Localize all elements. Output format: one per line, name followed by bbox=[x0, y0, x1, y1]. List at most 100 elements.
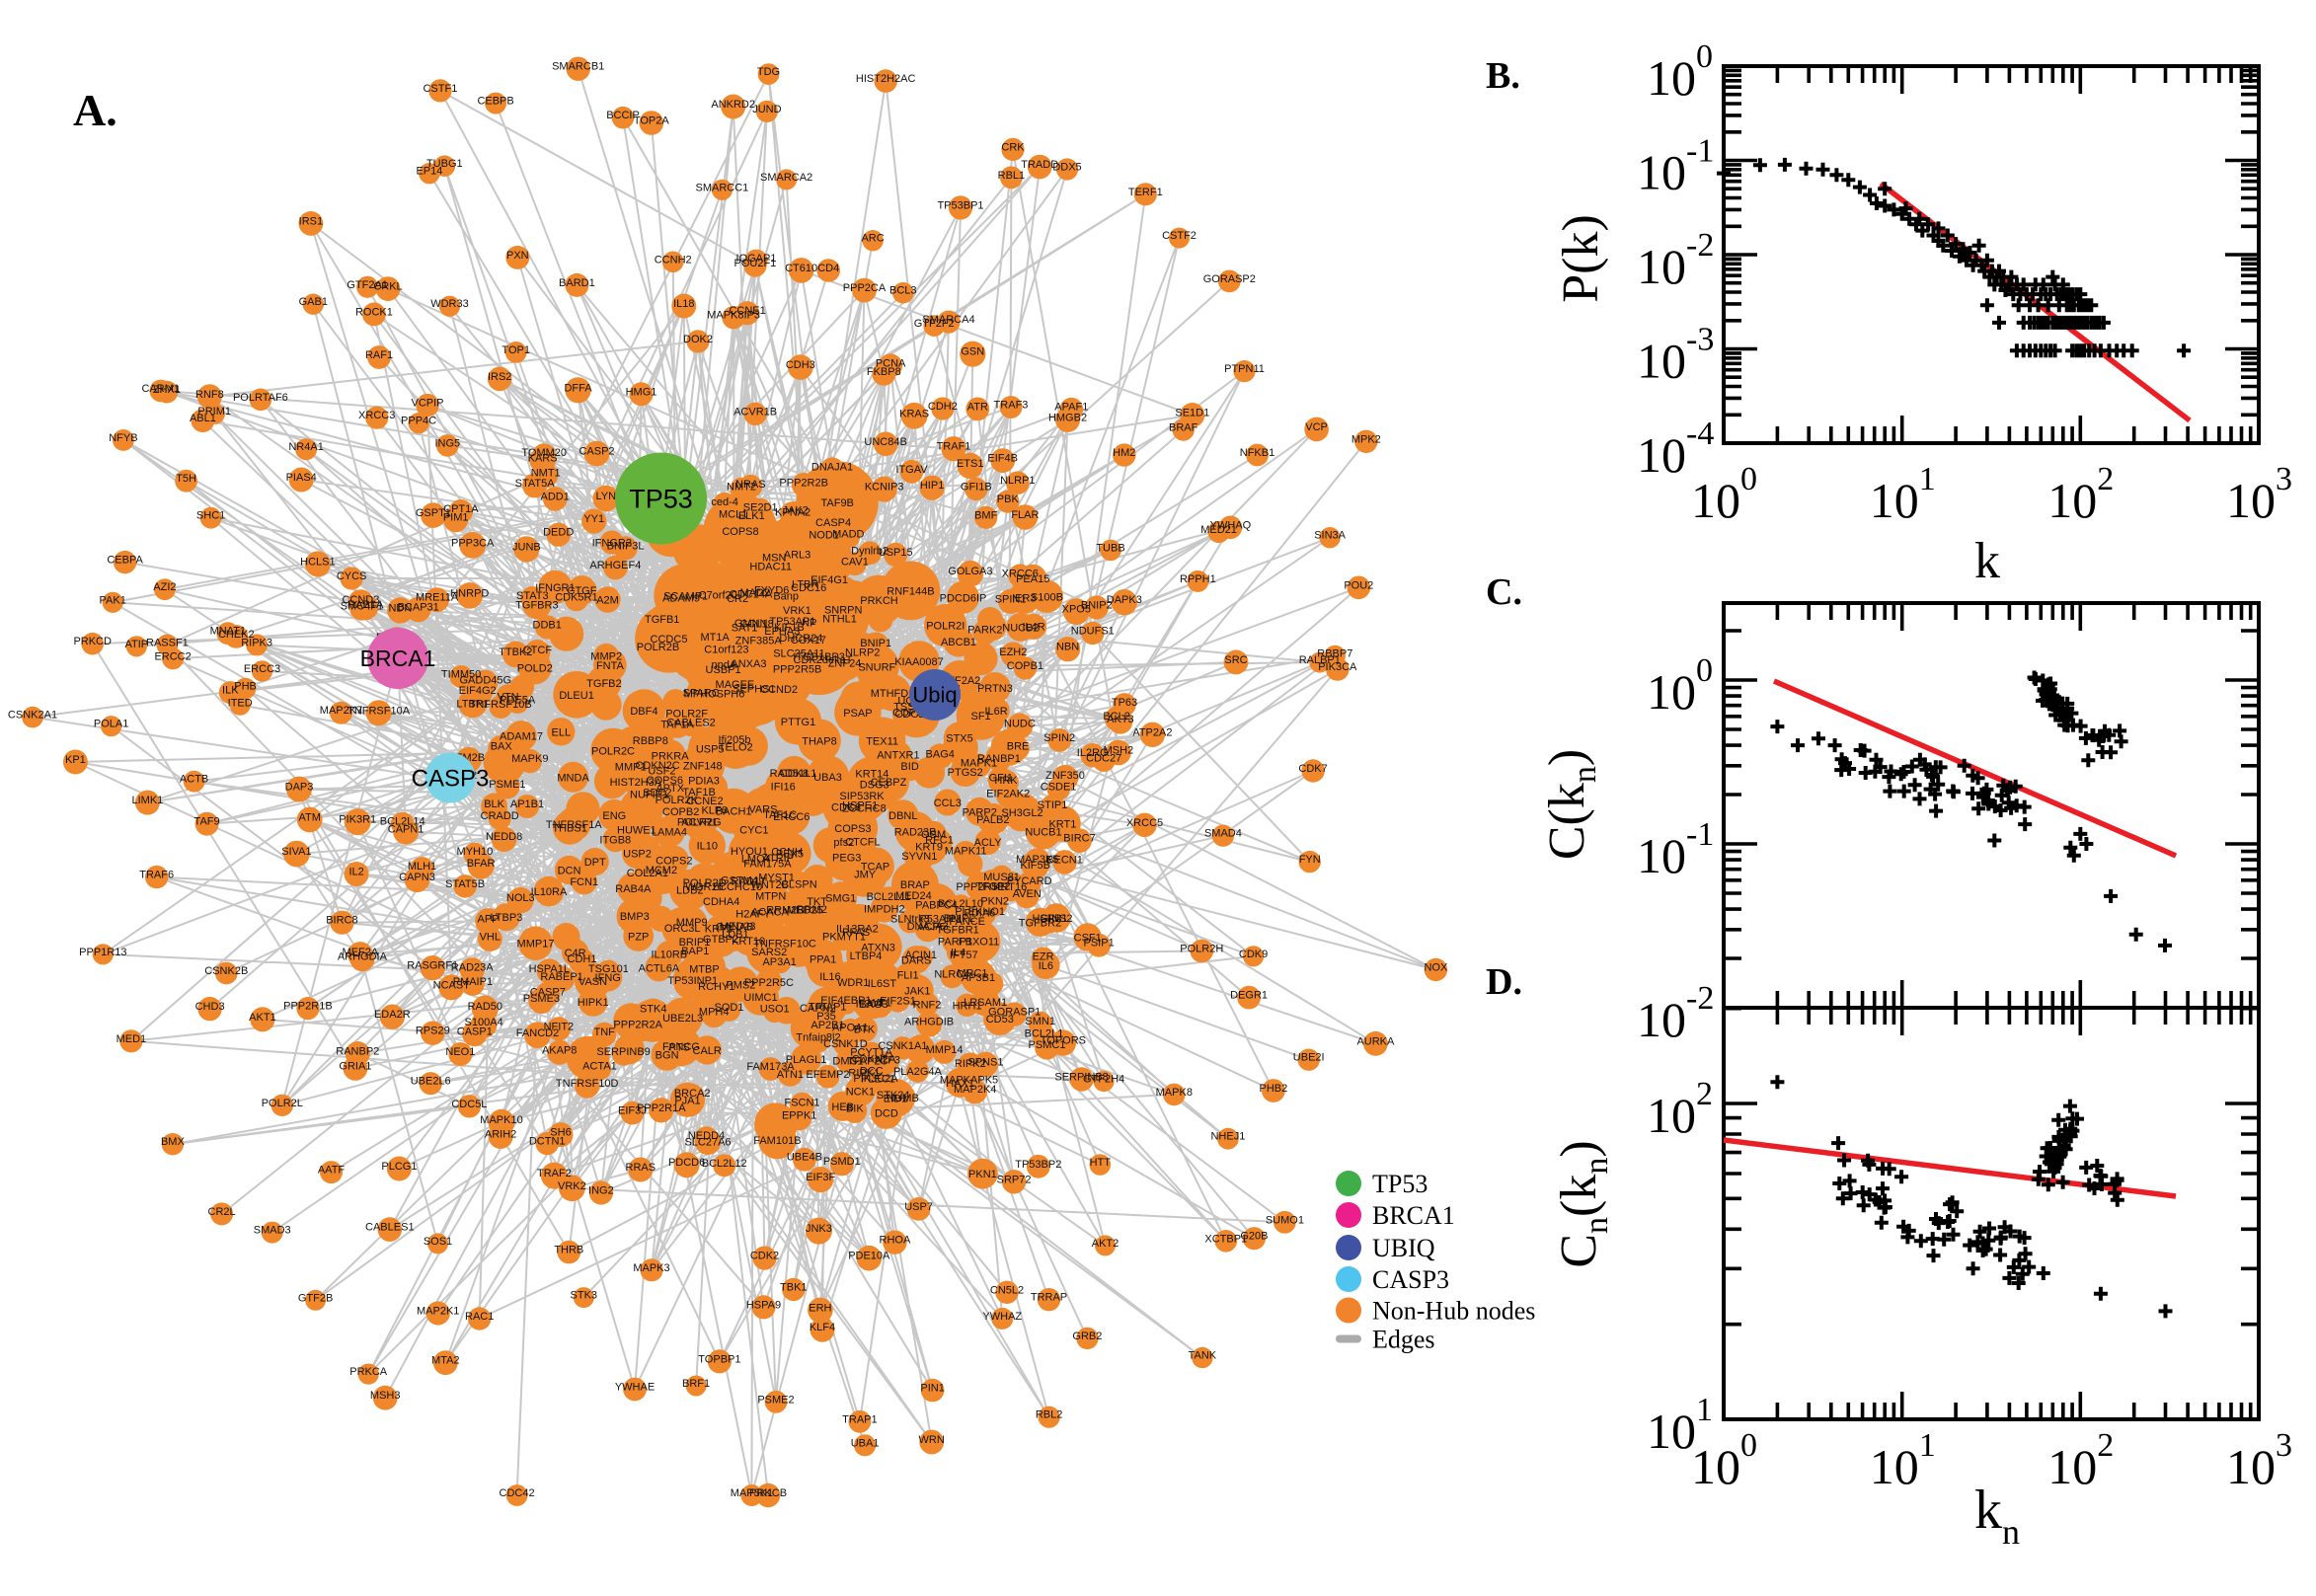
svg-text:MSH3: MSH3 bbox=[370, 1390, 401, 1402]
svg-text:PRKCB: PRKCB bbox=[749, 1487, 787, 1499]
svg-text:PPP2R5B: PPP2R5B bbox=[773, 663, 822, 675]
svg-text:TGFB1: TGFB1 bbox=[645, 614, 679, 626]
svg-text:CCL3: CCL3 bbox=[934, 798, 962, 809]
svg-text:TGFBR3: TGFBR3 bbox=[515, 600, 558, 612]
svg-text:PLAGL1: PLAGL1 bbox=[786, 1054, 827, 1066]
svg-text:Ubiq: Ubiq bbox=[912, 683, 957, 708]
svg-text:PDE10A: PDE10A bbox=[848, 1251, 890, 1262]
svg-text:PKN2: PKN2 bbox=[980, 896, 1009, 908]
svg-text:AKAP8: AKAP8 bbox=[542, 1044, 577, 1056]
svg-text:MMP9: MMP9 bbox=[676, 917, 708, 929]
svg-text:BID: BID bbox=[900, 761, 918, 773]
svg-text:TOP1: TOP1 bbox=[502, 344, 530, 356]
svg-text:MED1: MED1 bbox=[116, 1033, 147, 1045]
svg-text:TFCP2: TFCP2 bbox=[976, 880, 1011, 892]
svg-text:CSNK1A1: CSNK1A1 bbox=[878, 1040, 927, 1052]
svg-text:POLR2K: POLR2K bbox=[656, 795, 699, 806]
svg-text:IFNGR2: IFNGR2 bbox=[592, 538, 632, 550]
svg-text:FLI1: FLI1 bbox=[897, 969, 919, 981]
svg-text:HSPE1: HSPE1 bbox=[842, 800, 878, 812]
svg-text:BIK: BIK bbox=[846, 1102, 864, 1114]
svg-text:IL6ST: IL6ST bbox=[868, 978, 897, 990]
svg-text:AP2B1: AP2B1 bbox=[811, 1020, 844, 1031]
svg-text:ATF3: ATF3 bbox=[875, 1055, 900, 1067]
svg-text:KRT10: KRT10 bbox=[732, 936, 765, 948]
svg-text:USP7: USP7 bbox=[904, 1201, 933, 1213]
svg-text:RANBP1: RANBP1 bbox=[977, 753, 1021, 765]
svg-text:PCYT1A: PCYT1A bbox=[850, 1047, 892, 1059]
svg-text:ZCCHC8: ZCCHC8 bbox=[842, 802, 887, 814]
svg-text:COPS2: COPS2 bbox=[656, 856, 692, 868]
svg-text:G20B: G20B bbox=[1240, 1231, 1268, 1243]
svg-text:SDC2: SDC2 bbox=[643, 787, 671, 798]
svg-text:EDA2R: EDA2R bbox=[374, 1009, 411, 1021]
svg-text:BMF: BMF bbox=[974, 509, 998, 521]
svg-text:TNFRSF10B: TNFRSF10B bbox=[470, 699, 532, 711]
svg-text:SAT1: SAT1 bbox=[732, 623, 758, 635]
svg-text:TOP2A: TOP2A bbox=[634, 115, 670, 127]
svg-text:TAF1A: TAF1A bbox=[660, 720, 694, 731]
svg-text:Edges: Edges bbox=[1372, 1326, 1435, 1354]
svg-text:CT610: CT610 bbox=[785, 263, 817, 274]
svg-text:pfs2: pfs2 bbox=[833, 837, 854, 849]
svg-text:SLC27A6: SLC27A6 bbox=[684, 1137, 731, 1149]
svg-text:MNDA: MNDA bbox=[557, 772, 589, 784]
svg-text:FANCE: FANCE bbox=[949, 916, 985, 928]
svg-text:STK4: STK4 bbox=[640, 1004, 667, 1016]
svg-text:Tnfaip8l2: Tnfaip8l2 bbox=[796, 1032, 840, 1044]
svg-text:ZNF148: ZNF148 bbox=[683, 760, 723, 772]
svg-text:PXN: PXN bbox=[506, 250, 529, 262]
svg-text:UBE2L6: UBE2L6 bbox=[411, 1076, 451, 1088]
svg-text:WDR16: WDR16 bbox=[685, 881, 724, 893]
svg-text:PABPC4: PABPC4 bbox=[915, 899, 958, 911]
svg-text:DNAJA1: DNAJA1 bbox=[811, 461, 853, 473]
svg-text:ACVR1B: ACVR1B bbox=[733, 406, 777, 418]
svg-text:WRN: WRN bbox=[919, 1434, 945, 1446]
svg-text:IFNGR1: IFNGR1 bbox=[535, 582, 575, 594]
svg-text:IRS1: IRS1 bbox=[299, 215, 323, 227]
svg-text:NRAS: NRAS bbox=[735, 479, 766, 491]
svg-text:CSNK1D: CSNK1D bbox=[823, 1038, 868, 1050]
svg-text:EIF4G1: EIF4G1 bbox=[811, 574, 848, 586]
svg-text:ARL3: ARL3 bbox=[784, 550, 811, 562]
svg-text:USF2: USF2 bbox=[648, 766, 675, 778]
svg-text:TCAP: TCAP bbox=[861, 862, 889, 874]
svg-text:ENG: ENG bbox=[602, 810, 626, 822]
svg-text:NUCB2: NUCB2 bbox=[1002, 622, 1039, 634]
svg-text:CASP1: CASP1 bbox=[457, 1026, 493, 1038]
svg-text:BCL2L11: BCL2L11 bbox=[867, 891, 911, 903]
svg-text:SMN1: SMN1 bbox=[1025, 1016, 1055, 1027]
svg-text:ATM: ATM bbox=[298, 812, 320, 824]
svg-text:GMNN: GMNN bbox=[734, 618, 768, 630]
svg-text:GTF2A1: GTF2A1 bbox=[347, 279, 388, 291]
svg-text:NLRP2: NLRP2 bbox=[845, 647, 880, 659]
svg-text:MAGEE: MAGEE bbox=[716, 679, 755, 691]
svg-text:GADD45G: GADD45G bbox=[460, 674, 512, 686]
svg-text:TRAF1: TRAF1 bbox=[937, 441, 971, 453]
svg-text:GSTM4: GSTM4 bbox=[721, 875, 758, 887]
svg-text:PHB: PHB bbox=[234, 681, 257, 693]
svg-text:DCC: DCC bbox=[860, 1066, 884, 1078]
svg-text:TANK: TANK bbox=[1189, 1350, 1217, 1362]
svg-text:CABLES2: CABLES2 bbox=[666, 718, 716, 729]
svg-text:HIST2H2AC: HIST2H2AC bbox=[856, 73, 916, 85]
svg-text:APOA1: APOA1 bbox=[832, 1023, 869, 1034]
svg-text:JAK1: JAK1 bbox=[904, 986, 930, 998]
svg-text:CR2: CR2 bbox=[727, 593, 748, 605]
svg-text:SLNtrk3: SLNtrk3 bbox=[890, 913, 930, 925]
svg-text:PARK2: PARK2 bbox=[967, 625, 1002, 637]
svg-text:NP: NP bbox=[802, 617, 816, 629]
svg-text:CCL18: CCL18 bbox=[739, 618, 773, 630]
svg-text:DCN: DCN bbox=[558, 866, 581, 877]
svg-text:NCAST: NCAST bbox=[433, 979, 471, 991]
svg-text:PDCD6: PDCD6 bbox=[668, 1157, 705, 1169]
svg-text:CLSPN: CLSPN bbox=[781, 878, 817, 890]
svg-text:YWHAE: YWHAE bbox=[615, 1382, 655, 1394]
svg-text:BAX: BAX bbox=[491, 740, 513, 752]
svg-text:MAP2K4: MAP2K4 bbox=[954, 1084, 996, 1096]
svg-text:PPA1: PPA1 bbox=[810, 953, 836, 965]
svg-text:EPPK1: EPPK1 bbox=[782, 1110, 816, 1122]
svg-text:UBE2L3: UBE2L3 bbox=[662, 1013, 703, 1025]
svg-text:MAPK1: MAPK1 bbox=[961, 758, 997, 770]
svg-text:CYC1: CYC1 bbox=[739, 824, 768, 836]
